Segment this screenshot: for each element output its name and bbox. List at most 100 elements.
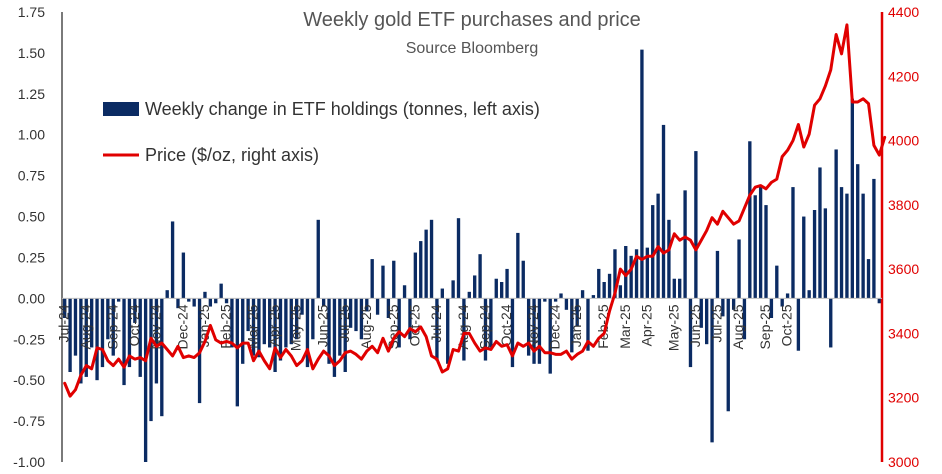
etf-bar: [413, 252, 418, 299]
etf-bar: [316, 219, 320, 299]
left-tick-label: 1.50: [18, 45, 45, 61]
etf-bar: [95, 298, 99, 381]
right-tick-label: 4000: [888, 133, 919, 149]
etf-bar: [224, 298, 229, 304]
etf-bar: [651, 205, 655, 299]
etf-bar: [818, 167, 822, 299]
left-tick-label: 1.25: [18, 86, 45, 102]
x-tick-label: Oct-24: [126, 304, 142, 346]
etf-bar: [230, 298, 234, 348]
left-tick-label: 0.75: [18, 168, 45, 184]
etf-bar: [721, 298, 725, 317]
x-tick-label: Nov-24: [525, 304, 541, 349]
etf-bar: [219, 283, 223, 299]
etf-bar: [559, 293, 563, 299]
left-tick-label: -0.50: [13, 372, 45, 388]
etf-bar: [181, 252, 186, 299]
legend: Weekly change in ETF holdings (tonnes, l…: [103, 99, 540, 165]
x-tick-label: Aug-24: [455, 304, 471, 349]
x-tick-label: Mar-25: [245, 304, 261, 349]
etf-bar: [742, 298, 747, 340]
etf-bar: [613, 249, 617, 299]
etf-bar: [397, 298, 401, 348]
etf-bar: [812, 210, 817, 299]
x-tick-label: Jul-24: [56, 304, 72, 342]
etf-bar: [726, 298, 730, 412]
etf-bar: [629, 255, 633, 299]
etf-bar: [241, 298, 245, 364]
x-tick-label: Aug-24: [77, 304, 93, 349]
etf-bar: [160, 298, 164, 417]
etf-bar: [473, 275, 477, 299]
etf-bar: [79, 298, 83, 384]
x-tick-label: Apr-25: [638, 304, 654, 346]
etf-bar: [678, 278, 682, 299]
x-tick-label: Sep-25: [757, 304, 773, 349]
etf-bar: [381, 265, 385, 299]
etf-bar: [699, 298, 703, 328]
etf-bar: [505, 268, 509, 299]
chart-title: Weekly gold ETF purchases and price: [303, 9, 641, 31]
etf-bar: [311, 298, 315, 340]
etf-bar: [564, 298, 569, 310]
etf-bar: [500, 282, 504, 299]
etf-bar: [300, 298, 304, 315]
x-tick-label: May-25: [288, 304, 304, 351]
etf-bar: [208, 298, 213, 307]
etf-bar: [289, 298, 293, 345]
x-tick-label: Apr-25: [266, 304, 282, 346]
etf-bar: [796, 298, 801, 351]
etf-bar: [829, 298, 833, 348]
x-tick-label: Sep-24: [477, 304, 493, 349]
left-tick-label: 0.50: [18, 209, 45, 225]
legend-swatch-bars: [103, 102, 139, 116]
etf-bar: [63, 298, 67, 318]
etf-bar: [435, 298, 439, 361]
etf-bar: [456, 218, 461, 299]
etf-bar: [354, 298, 358, 332]
etf-bar: [866, 259, 871, 299]
etf-bar: [856, 164, 860, 299]
etf-bar: [737, 239, 741, 299]
left-tick-label: 1.75: [18, 4, 45, 20]
etf-bar: [424, 229, 428, 299]
etf-bar: [273, 298, 277, 372]
etf-bar: [170, 221, 175, 299]
left-tick-label: -1.00: [13, 454, 45, 470]
etf-bar: [510, 298, 515, 368]
etf-bar: [429, 219, 434, 299]
x-tick-label: Dec-24: [174, 304, 190, 349]
etf-bar: [645, 247, 649, 299]
etf-bar: [553, 298, 558, 302]
right-tick-label: 3000: [888, 454, 919, 470]
etf-bar: [521, 260, 525, 299]
etf-bar: [483, 298, 488, 361]
etf-bar: [661, 124, 666, 299]
chart-subtitle: Source Bloomberg: [406, 40, 539, 57]
etf-bars: [63, 49, 881, 462]
etf-bar: [402, 285, 407, 299]
etf-bar: [548, 298, 552, 374]
etf-bar: [624, 246, 628, 299]
etf-bar: [861, 193, 865, 299]
etf-bar: [375, 298, 380, 315]
etf-bar: [235, 298, 239, 407]
left-tick-label: -0.25: [13, 331, 45, 347]
x-axis-tick-labels: Jul-24 Aug-24 Sep-24 Oct-24 Nov-24 Dec-24 Jan-…: [56, 304, 795, 351]
x-tick-label: Mar-25: [617, 304, 633, 349]
x-tick-label: Oct-25: [779, 304, 795, 346]
etf-bar: [192, 298, 196, 307]
x-tick-label: Jun-25: [315, 304, 331, 347]
etf-bar: [295, 298, 299, 340]
etf-bar: [537, 298, 542, 364]
etf-bar: [672, 278, 676, 299]
etf-bar: [332, 298, 337, 377]
etf-bar: [133, 298, 137, 323]
etf-bar: [467, 291, 471, 299]
etf-bar: [791, 187, 795, 299]
etf-bar: [823, 208, 828, 299]
etf-bar: [710, 298, 714, 443]
etf-bar: [872, 178, 876, 299]
x-tick-label: Jan-25: [568, 304, 584, 347]
